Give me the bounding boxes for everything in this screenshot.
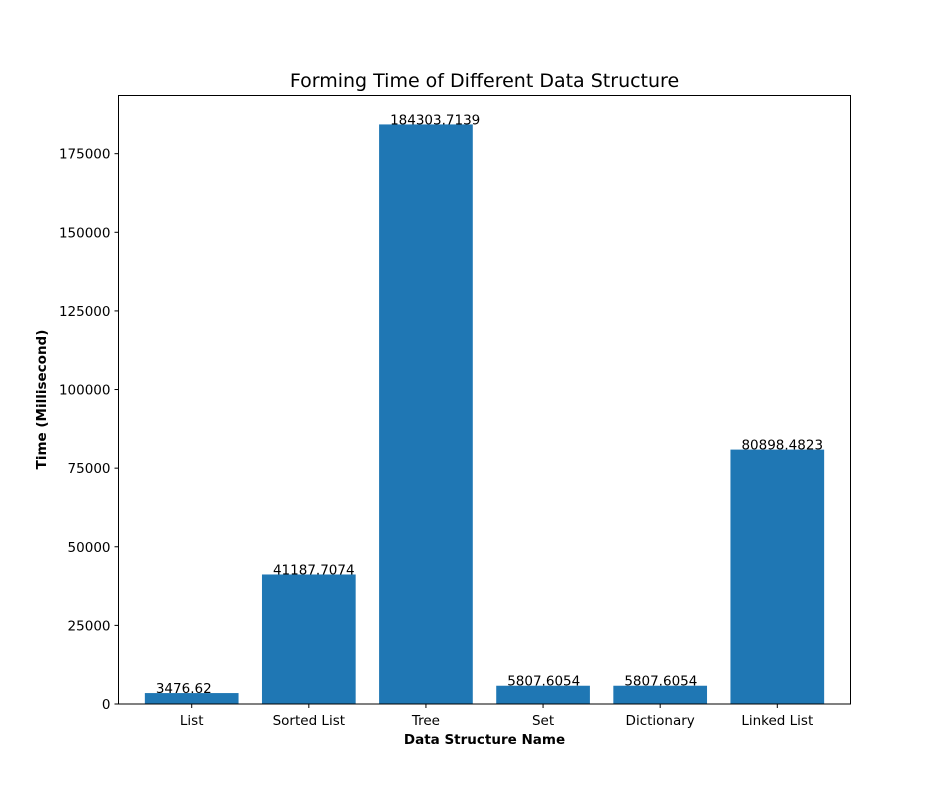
data-label-2: 184303.7139 [390,112,480,128]
y-tick-label-5: 125000 [59,304,111,320]
data-label-1: 41187.7074 [273,562,355,578]
y-tick-label-4: 100000 [59,383,111,399]
x-axis-label: Data Structure Name [404,732,565,748]
bar-3 [496,685,590,704]
x-tick-label-4: Dictionary [626,713,695,729]
bar-5 [730,449,825,704]
x-tick-label-5: Linked List [741,713,813,729]
y-tick-label-1: 25000 [68,618,111,634]
bar-2 [379,124,473,705]
data-labels-layer: 3476.62 41187.7074 184303.7139 5807.6054 580… [156,112,823,697]
x-tick-label-2: Tree [411,713,440,729]
y-tick-label-6: 150000 [59,225,111,241]
bar-1 [261,574,356,704]
bars-layer [144,124,825,705]
data-label-3: 5807.6054 [507,674,580,690]
bar-4 [613,685,708,704]
x-tick-label-1: Sorted List [273,713,345,729]
y-tick-label-2: 50000 [68,540,111,556]
y-axis: 0 25000 50000 75000 100000 125000 150000 175000 [59,147,119,713]
x-axis: List Sorted List Tree Set Dictionary Linked L… [180,704,813,729]
y-tick-label-7: 175000 [59,147,111,163]
y-tick-label-3: 75000 [68,461,111,477]
data-label-0: 3476.62 [156,681,212,697]
chart-title: Forming Time of Different Data Structure [290,70,679,92]
plot-frame [118,95,851,705]
x-tick-label-0: List [180,713,204,729]
y-tick-label-0: 0 [102,697,111,713]
bar-0 [144,693,239,704]
y-axis-label: Time (Millisecond) [34,330,50,470]
data-label-4: 5807.6054 [624,674,697,690]
x-tick-label-3: Set [532,713,554,729]
data-label-5: 80898.4823 [741,438,823,454]
